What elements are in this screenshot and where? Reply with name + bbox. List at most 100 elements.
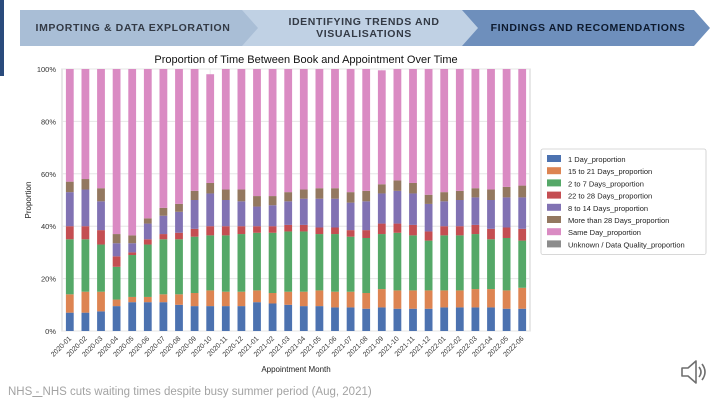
bar-segment: [455, 307, 464, 331]
bar-segment: [65, 239, 74, 295]
bar-segment: [206, 193, 215, 227]
bar-segment: [175, 69, 183, 204]
bar-segment: [143, 223, 152, 240]
bar-segment: [128, 255, 137, 297]
bar-segment: [440, 290, 449, 308]
bar-segment: [393, 190, 402, 224]
bar-segment: [175, 304, 183, 331]
bar-segment: [299, 189, 308, 199]
bar-segment: [175, 232, 183, 240]
bar-segment: [487, 69, 495, 190]
bar-segment: [237, 189, 246, 202]
bar-segment: [331, 234, 339, 292]
legend-swatch: [547, 228, 561, 236]
bar-segment: [409, 308, 417, 331]
bar-segment: [346, 236, 355, 292]
bar-segment: [159, 69, 168, 208]
source-separator: -: [32, 386, 43, 398]
bar-segment: [97, 69, 105, 189]
bar-segment: [221, 306, 230, 331]
bar-segment: [268, 303, 277, 331]
bar-segment: [268, 205, 277, 227]
bar-segment: [268, 293, 277, 304]
source-prefix: NHS: [8, 386, 33, 398]
bar-segment: [97, 188, 105, 202]
bar-segment: [97, 244, 105, 292]
speaker-icon[interactable]: [678, 356, 710, 388]
bar-segment: [253, 232, 261, 291]
bar-segment: [253, 196, 261, 207]
bar-segment: [518, 240, 527, 288]
bar-segment: [237, 306, 246, 331]
bar-segment: [518, 308, 527, 331]
bar-segment: [253, 206, 261, 227]
legend-swatch: [547, 179, 561, 187]
bar-segment: [81, 69, 90, 180]
y-tick-label: 0%: [45, 327, 56, 336]
legend-swatch: [547, 191, 561, 199]
bar-segment: [502, 227, 511, 238]
bar-segment: [284, 304, 293, 331]
bar-segment: [190, 293, 199, 307]
bar-segment: [284, 69, 293, 193]
bar-segment: [65, 192, 74, 227]
bar-segment: [175, 203, 183, 212]
bar-segment: [455, 200, 464, 227]
bar-segment: [424, 231, 433, 241]
bar-segment: [362, 190, 371, 202]
bar-segment: [190, 69, 199, 191]
bar-segment: [331, 69, 339, 189]
bar-segment: [471, 224, 480, 235]
bar-segment: [128, 69, 137, 236]
bar-segment: [237, 69, 246, 190]
legend-label: 8 to 14 Days_proportion: [568, 204, 648, 213]
bar-segment: [315, 306, 324, 331]
bar-segment: [268, 226, 277, 233]
bar-segment: [112, 256, 121, 267]
bar-segment: [487, 239, 495, 290]
bar-segment: [487, 189, 495, 200]
bar-segment: [487, 307, 495, 331]
legend-label: 1 Day_proportion: [568, 155, 626, 164]
nav-step-label: IMPORTING & DATA EXPLORATION: [35, 22, 231, 34]
bar-segment: [362, 308, 371, 331]
bar-segment: [346, 291, 355, 308]
bar-segment: [502, 186, 511, 198]
nav-step-importing[interactable]: IMPORTING & DATA EXPLORATION: [20, 10, 260, 46]
bar-segment: [393, 308, 402, 331]
bar-segment: [206, 74, 215, 183]
bar-segment: [331, 188, 339, 199]
bar-segment: [502, 197, 511, 228]
bar-segment: [253, 290, 261, 303]
bar-segment: [502, 237, 511, 291]
bar-segment: [128, 235, 137, 244]
bar-segment: [284, 231, 293, 292]
bar-segment: [221, 291, 230, 307]
bar-segment: [362, 230, 371, 238]
nav-step-trends[interactable]: IDENTIFYING TRENDS AND VISUALISATIONS: [242, 10, 482, 46]
bar-segment: [362, 201, 371, 231]
bar-segment: [377, 193, 386, 224]
bar-segment: [128, 296, 137, 303]
bar-segment: [159, 294, 168, 303]
bar-segment: [331, 291, 339, 308]
legend-label: 22 to 28 Days_proportion: [568, 192, 652, 201]
source-text[interactable]: NHS cuts waiting times despite busy summ…: [42, 386, 372, 398]
bar-segment: [393, 69, 402, 181]
bar-segment: [65, 312, 74, 331]
bar-segment: [377, 289, 386, 308]
bar-segment: [175, 239, 183, 295]
bar-segment: [190, 200, 199, 229]
bar-segment: [128, 252, 137, 256]
bar-segment: [315, 188, 324, 199]
bar-segment: [65, 226, 74, 240]
bar-segment: [362, 237, 371, 294]
bar-segment: [299, 198, 308, 225]
bar-segment: [346, 307, 355, 331]
bar-segment: [268, 69, 277, 197]
bar-segment: [112, 266, 121, 300]
bar-segment: [377, 234, 386, 290]
plot-area: [61, 68, 531, 332]
bar-segment: [65, 69, 74, 182]
nav-step-findings[interactable]: FINDINGS AND RECOMENDATIONS: [462, 10, 710, 46]
